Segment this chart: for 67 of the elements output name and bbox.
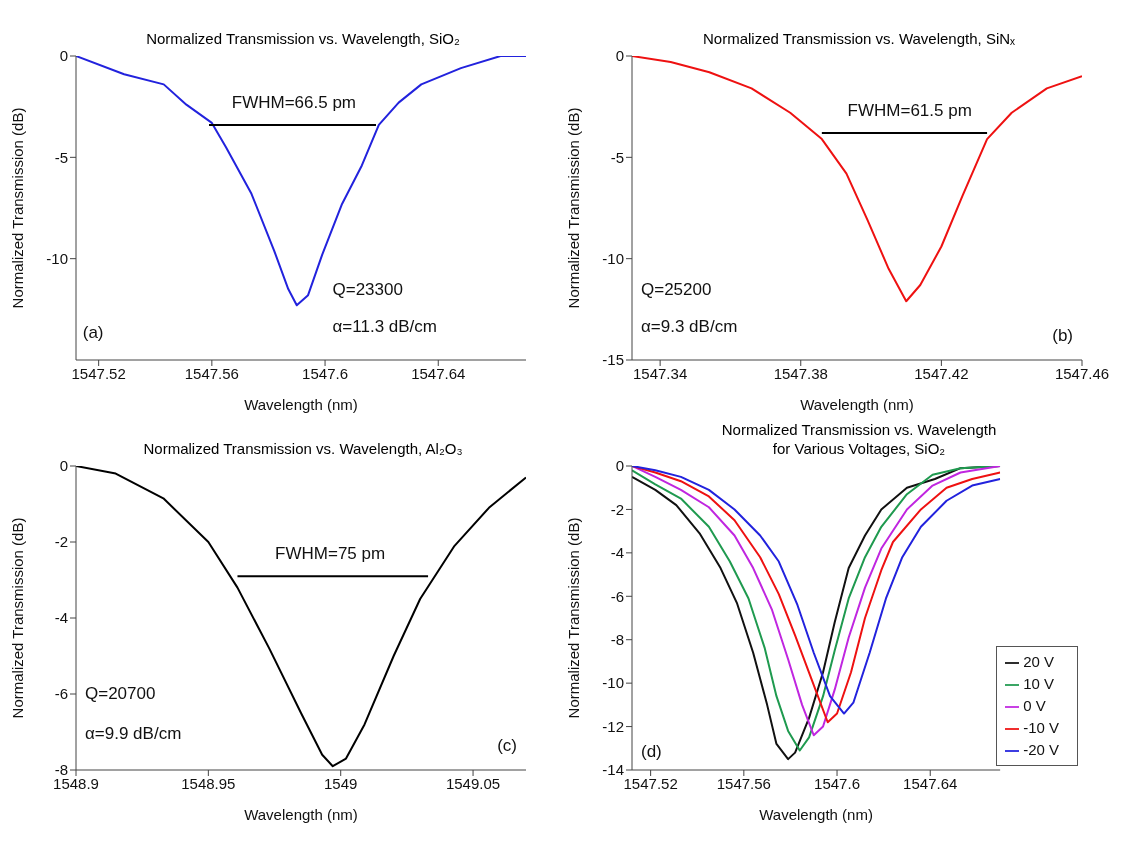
x-tick-label: 1548.95 — [181, 774, 236, 792]
y-tick-label: 0 — [59, 457, 68, 475]
chart-title: Normalized Transmission vs. Wavelength, SiNₓ — [702, 29, 1016, 48]
y-tick-label: -5 — [54, 148, 68, 166]
y-axis-title: Normalized Transmission (dB) — [9, 517, 27, 719]
annotation: α=9.9 dB/cm — [85, 723, 182, 744]
y-tick-label: -2 — [54, 533, 68, 551]
y-tick-label: -12 — [602, 717, 624, 735]
chart-title: Normalized Transmission vs. Wavelength, SiO₂ — [145, 29, 461, 48]
annotation: FWHM=61.5 pm — [847, 101, 972, 121]
y-tick-label: -2 — [610, 500, 624, 518]
y-tick-label: 0 — [59, 47, 68, 65]
legend-label: 10 V — [1023, 675, 1054, 692]
annotation: FWHM=75 pm — [275, 544, 386, 565]
y-tick-label: -4 — [54, 609, 68, 627]
y-tick-label: -6 — [610, 587, 624, 605]
y-axis-title: Normalized Transmission (dB) — [565, 107, 583, 309]
y-tick-label: 0 — [615, 47, 624, 65]
x-tick-label: 1549.05 — [445, 774, 501, 792]
x-tick-label: 1547.64 — [903, 774, 958, 792]
x-tick-label: 1547.52 — [623, 774, 678, 792]
y-tick-label: -14 — [602, 761, 624, 779]
annotation: Q=25200 — [641, 280, 712, 301]
annotation: FWHM=66.5 pm — [231, 92, 357, 113]
x-tick-label: 1549 — [324, 774, 358, 792]
line-series — [632, 56, 1082, 303]
annotation: α=9.3 dB/cm — [641, 316, 738, 337]
annotation: Q=20700 — [85, 684, 156, 704]
y-tick-label: 0 — [615, 457, 624, 475]
legend-label: -20 V — [1023, 741, 1059, 758]
y-tick-label: -15 — [602, 351, 624, 369]
y-tick-label: -5 — [610, 148, 624, 166]
annotation: Q=23300 — [332, 280, 403, 301]
legend-label: -10 V — [1023, 719, 1059, 736]
y-tick-label: -8 — [610, 631, 624, 649]
legend-label: 0 V — [1023, 697, 1046, 714]
y-tick-label: -4 — [610, 544, 624, 562]
y-axis-title: Normalized Transmission (dB) — [565, 517, 583, 719]
x-tick-label: 1547.46 — [1054, 364, 1110, 382]
annotation: (c) — [497, 735, 517, 756]
y-tick-label: -6 — [54, 685, 68, 703]
x-tick-label: 1547.52 — [71, 364, 126, 382]
x-tick-label: 1547.6 — [302, 364, 348, 382]
x-tick-label: 1547.38 — [773, 364, 828, 382]
y-tick-label: -10 — [46, 249, 68, 267]
annotation: α=11.3 dB/cm — [332, 316, 437, 337]
legend-label: 20 V — [1023, 653, 1054, 670]
x-tick-label: 1547.42 — [914, 364, 969, 382]
chart-title: Normalized Transmission vs. Wavelength, Al₂O₃ — [142, 439, 464, 458]
x-tick-label: 1547.6 — [814, 774, 860, 792]
annotation: (b) — [1052, 325, 1073, 346]
y-axis-title: Normalized Transmission (dB) — [9, 107, 27, 309]
x-tick-label: 1547.56 — [184, 364, 239, 382]
y-tick-label: -10 — [602, 674, 624, 692]
chart-subtitle: for Various Voltages, SiO₂ — [771, 439, 947, 458]
x-axis-title: Wavelength (nm) — [759, 806, 873, 823]
x-axis-title: Wavelength (nm) — [244, 396, 358, 413]
annotation: (a) — [82, 322, 104, 343]
x-tick-label: 1547.64 — [411, 364, 466, 382]
x-axis-title: Wavelength (nm) — [800, 396, 914, 413]
line-series — [76, 56, 526, 307]
chart-title: Normalized Transmission vs. Wavelength — [720, 420, 998, 439]
y-tick-label: -10 — [602, 249, 624, 267]
x-tick-label: 1547.56 — [716, 774, 771, 792]
annotation: (d) — [641, 741, 662, 762]
x-tick-label: 1547.34 — [633, 364, 688, 382]
x-axis-title: Wavelength (nm) — [244, 806, 358, 823]
